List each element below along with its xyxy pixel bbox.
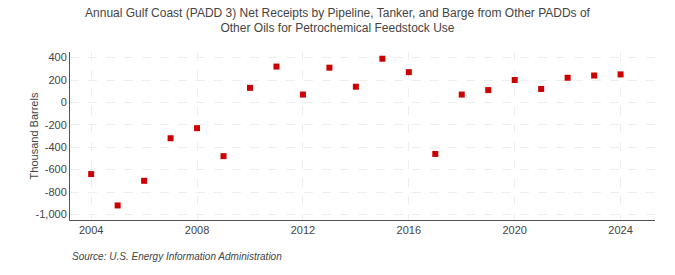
svg-text:-200: -200: [45, 119, 67, 131]
svg-text:Thousand Barrels: Thousand Barrels: [28, 92, 40, 179]
svg-text:2024: 2024: [608, 224, 632, 236]
svg-text:2012: 2012: [291, 224, 315, 236]
svg-text:2016: 2016: [397, 224, 421, 236]
svg-text:Annual Gulf Coast (PADD 3) Net: Annual Gulf Coast (PADD 3) Net Receipts …: [85, 6, 591, 36]
svg-text:2008: 2008: [185, 224, 209, 236]
svg-text:-800: -800: [45, 186, 67, 198]
svg-text:-600: -600: [45, 163, 67, 175]
svg-text:400: 400: [48, 51, 66, 63]
svg-text:0: 0: [61, 96, 67, 108]
svg-text:-400: -400: [45, 141, 67, 153]
svg-text:2020: 2020: [502, 224, 526, 236]
svg-text:2004: 2004: [79, 224, 103, 236]
svg-text:-1,000: -1,000: [36, 208, 67, 220]
svg-text:200: 200: [48, 74, 66, 86]
svg-text:Source: U.S. Energy Informatio: Source: U.S. Energy Information Administ…: [72, 251, 282, 262]
